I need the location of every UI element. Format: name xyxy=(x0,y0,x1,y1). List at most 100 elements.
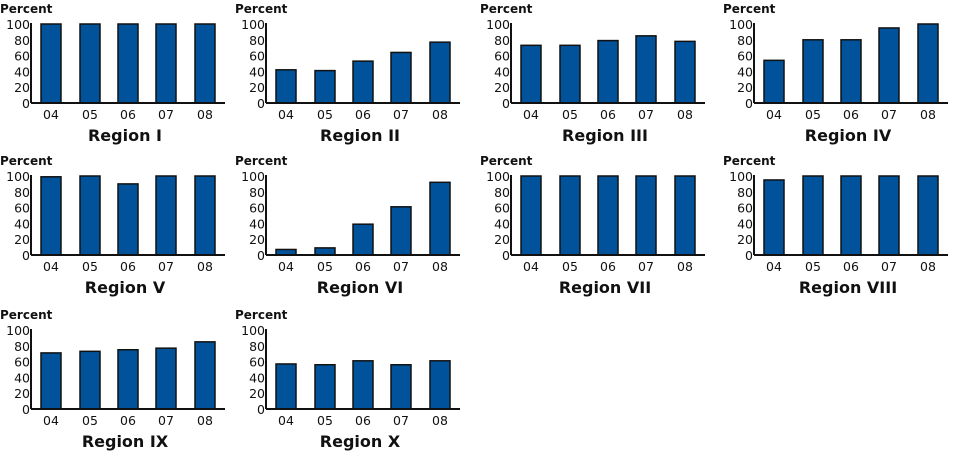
bar xyxy=(275,69,297,104)
chart-title: Region IV xyxy=(805,126,892,145)
chart-title: Region IX xyxy=(82,432,169,451)
y-tick-label: 80 xyxy=(494,33,510,48)
x-tick-label: 07 xyxy=(881,107,897,122)
bar xyxy=(763,59,785,104)
x-tick-label: 07 xyxy=(393,259,409,274)
bar xyxy=(117,23,139,104)
bar xyxy=(635,175,657,256)
y-tick-label: 80 xyxy=(249,339,265,354)
chart-title: Region X xyxy=(320,432,401,451)
y-tick-label: 80 xyxy=(249,33,265,48)
y-tick-label: 60 xyxy=(249,355,265,370)
y-tick-label: 100 xyxy=(486,17,510,32)
x-tick-label: 05 xyxy=(317,107,333,122)
bar xyxy=(194,23,216,104)
x-tick-label: 08 xyxy=(432,413,448,428)
x-tick-label: 04 xyxy=(278,413,294,428)
bar xyxy=(314,69,336,104)
y-tick-label: 0 xyxy=(22,96,30,111)
bar xyxy=(155,23,177,104)
bar xyxy=(635,35,657,104)
y-axis-label: Percent xyxy=(235,154,288,168)
bar xyxy=(520,44,542,104)
x-tick-label: 07 xyxy=(881,259,897,274)
y-tick-label: 60 xyxy=(494,201,510,216)
x-tick-label: 06 xyxy=(120,107,136,122)
y-tick-label: 100 xyxy=(729,17,753,32)
y-tick-label: 0 xyxy=(745,96,753,111)
bar xyxy=(40,352,62,410)
y-tick-label: 100 xyxy=(729,169,753,184)
x-tick-label: 08 xyxy=(677,259,693,274)
y-tick-label: 40 xyxy=(737,216,753,231)
x-tick-label: 06 xyxy=(355,107,371,122)
x-tick-label: 07 xyxy=(393,413,409,428)
chart-title: Region VII xyxy=(559,278,651,297)
x-tick-label: 05 xyxy=(82,413,98,428)
bar xyxy=(352,223,374,256)
y-tick-label: 80 xyxy=(494,185,510,200)
y-tick-label: 20 xyxy=(14,80,30,95)
y-tick-label: 20 xyxy=(494,232,510,247)
chart-title: Region I xyxy=(88,126,162,145)
bar xyxy=(674,40,696,104)
y-axis-label: Percent xyxy=(723,2,776,16)
bar xyxy=(597,39,619,104)
x-tick-label: 06 xyxy=(843,259,859,274)
bar xyxy=(559,44,581,104)
y-axis-label: Percent xyxy=(723,154,776,168)
y-tick-label: 0 xyxy=(745,248,753,263)
x-tick-label: 08 xyxy=(432,107,448,122)
x-tick-label: 07 xyxy=(158,107,174,122)
y-tick-label: 60 xyxy=(14,355,30,370)
y-tick-label: 20 xyxy=(737,232,753,247)
y-tick-label: 20 xyxy=(494,80,510,95)
y-tick-label: 0 xyxy=(257,248,265,263)
x-tick-label: 06 xyxy=(843,107,859,122)
chart-title: Region VIII xyxy=(799,278,897,297)
y-axis-label: Percent xyxy=(0,154,53,168)
y-tick-label: 60 xyxy=(14,49,30,64)
x-tick-label: 07 xyxy=(158,413,174,428)
bar xyxy=(117,183,139,256)
bar xyxy=(917,23,939,104)
x-tick-label: 05 xyxy=(805,259,821,274)
y-tick-label: 40 xyxy=(249,64,265,79)
y-axis-label: Percent xyxy=(235,308,288,322)
y-tick-label: 0 xyxy=(257,402,265,417)
bar xyxy=(429,41,451,104)
chart-title: Region VI xyxy=(317,278,403,297)
bar xyxy=(878,175,900,256)
x-tick-label: 06 xyxy=(355,413,371,428)
y-tick-label: 0 xyxy=(502,96,510,111)
y-axis-label: Percent xyxy=(480,2,533,16)
y-tick-label: 20 xyxy=(249,232,265,247)
x-tick-label: 08 xyxy=(920,259,936,274)
bar xyxy=(352,60,374,104)
x-tick-label: 08 xyxy=(920,107,936,122)
x-tick-label: 06 xyxy=(120,413,136,428)
y-tick-label: 80 xyxy=(737,185,753,200)
x-tick-label: 08 xyxy=(197,259,213,274)
x-tick-label: 04 xyxy=(43,413,59,428)
bar xyxy=(275,363,297,410)
y-tick-label: 40 xyxy=(494,216,510,231)
bar xyxy=(40,23,62,104)
x-tick-label: 08 xyxy=(677,107,693,122)
y-tick-label: 0 xyxy=(22,402,30,417)
bar xyxy=(194,341,216,410)
y-axis-label: Percent xyxy=(0,308,53,322)
chart-title: Region II xyxy=(320,126,400,145)
x-tick-label: 07 xyxy=(393,107,409,122)
x-tick-label: 07 xyxy=(638,107,654,122)
x-tick-label: 04 xyxy=(766,259,782,274)
x-tick-label: 04 xyxy=(43,107,59,122)
x-tick-label: 05 xyxy=(317,259,333,274)
x-tick-label: 08 xyxy=(197,413,213,428)
x-tick-label: 06 xyxy=(600,259,616,274)
